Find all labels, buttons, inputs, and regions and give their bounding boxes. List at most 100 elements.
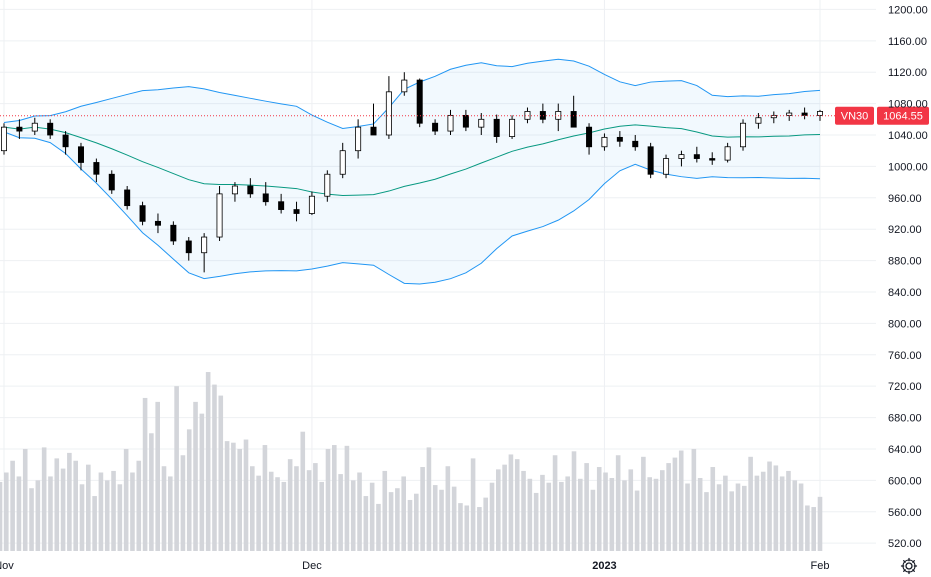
price-axis[interactable]: 1200.00 1160.00 1120.00 1080.00 1040.00 1000.… (888, 4, 928, 550)
volume-bar (350, 480, 356, 551)
volume-bar (313, 463, 318, 551)
volume-bar (622, 480, 627, 551)
candle (416, 78, 423, 128)
volume-bar (653, 478, 659, 551)
volume-bar (155, 401, 160, 551)
volume-bar (660, 470, 665, 551)
y-tick-label: 640.00 (888, 444, 922, 456)
volume-bar (212, 384, 217, 551)
candle (124, 186, 131, 210)
candle (339, 142, 346, 179)
volume-bar (186, 429, 192, 551)
volume-bar (742, 485, 747, 551)
volume-bar (275, 477, 280, 551)
volume-bar (773, 465, 779, 551)
volume-bar (735, 483, 741, 551)
volume-bar (407, 499, 413, 551)
candle (62, 131, 69, 155)
volume-bar (300, 431, 306, 551)
candle (231, 182, 238, 202)
volume-bar (35, 480, 41, 551)
volume-bar (817, 496, 823, 551)
volume-bar (54, 458, 60, 551)
volume-bar (502, 464, 507, 551)
candle (678, 150, 685, 167)
volume-bar (231, 442, 236, 551)
volume-bar (250, 466, 255, 551)
candle (185, 237, 192, 261)
y-tick-label: 1160.00 (888, 36, 927, 48)
candle (385, 76, 392, 139)
volume-bar (533, 492, 539, 551)
y-tick-label: 800.00 (888, 318, 922, 330)
price-candles (0, 72, 824, 273)
volume-bar (464, 505, 470, 551)
volume-bar (136, 460, 142, 551)
volume-bar (224, 441, 230, 551)
y-tick-label: 1080.00 (888, 99, 928, 111)
volume-bar (489, 482, 495, 551)
volume-bar (306, 470, 312, 551)
volume-bar (332, 445, 337, 551)
volume-bar (193, 401, 198, 551)
volume-bar (546, 482, 552, 551)
candle (740, 119, 747, 151)
volume-bar (48, 476, 53, 551)
candle (509, 115, 516, 139)
candle (262, 182, 269, 206)
volume-bar (92, 496, 97, 551)
candle (16, 119, 23, 139)
volume-bar (199, 413, 205, 551)
candle (247, 178, 254, 198)
volume-bar (641, 456, 646, 551)
candle (93, 158, 100, 183)
volume-bar (130, 472, 135, 551)
candle (77, 142, 84, 171)
volume-bar (704, 492, 709, 551)
volume-bar (67, 452, 72, 551)
volume-bar (22, 448, 28, 551)
volume-bar (590, 489, 596, 551)
volume-bar (29, 488, 34, 551)
volume-bar (338, 474, 343, 551)
volume-bar (678, 450, 684, 551)
band-fill (4, 59, 820, 284)
volume-bar (584, 463, 589, 551)
volume-bar (117, 484, 123, 551)
gear-icon[interactable] (900, 557, 918, 575)
candle (139, 201, 146, 226)
volume-bar (86, 464, 91, 551)
volume-bar (571, 451, 577, 551)
y-tick-label: 720.00 (888, 381, 922, 393)
candle (154, 213, 161, 234)
volume-bar (319, 481, 324, 551)
volume-bar (401, 476, 406, 551)
volume-bar (268, 471, 274, 551)
volume-bar (149, 433, 154, 551)
volume-bar (420, 467, 425, 551)
x-tick-label: Dec (302, 560, 322, 572)
volume-bar (382, 470, 388, 551)
volume-bar (805, 505, 810, 551)
volume-bar (439, 489, 444, 551)
candle (355, 119, 362, 159)
volume-bar (565, 476, 570, 551)
volume-bar (294, 466, 299, 551)
volume-bars (0, 372, 823, 551)
last-price-line: VN30 1064.55 (0, 106, 929, 125)
candle (432, 119, 439, 136)
candle (724, 142, 731, 163)
volume-bar (760, 471, 766, 551)
candle (324, 170, 331, 202)
y-tick-label: 600.00 (888, 475, 922, 487)
volume-bar (779, 476, 785, 551)
volume-bar (596, 467, 602, 551)
candle (770, 111, 777, 124)
time-axis[interactable]: NovDec2023FebMarApr (0, 560, 931, 572)
y-tick-label: 1120.00 (888, 67, 927, 79)
last-price-tag (877, 106, 929, 125)
volume-bar (325, 448, 331, 551)
volume-bar (79, 484, 85, 551)
volume-bar (218, 395, 224, 551)
